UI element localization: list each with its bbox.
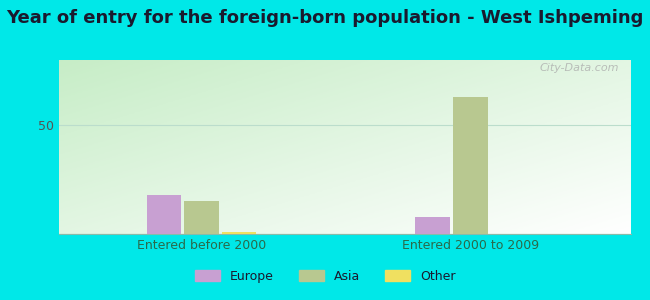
Bar — [185, 201, 218, 234]
Bar — [147, 195, 181, 234]
Bar — [222, 232, 256, 234]
Bar — [453, 97, 488, 234]
Text: City-Data.com: City-Data.com — [540, 64, 619, 74]
Bar — [415, 217, 450, 234]
Legend: Europe, Asia, Other: Europe, Asia, Other — [190, 265, 460, 288]
Text: Year of entry for the foreign-born population - West Ishpeming: Year of entry for the foreign-born popul… — [6, 9, 644, 27]
